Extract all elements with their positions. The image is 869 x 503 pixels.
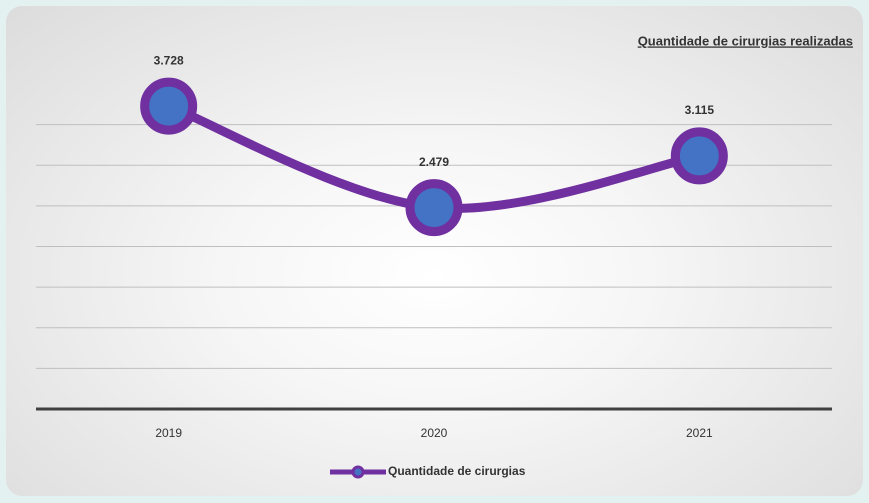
legend-marker xyxy=(351,465,365,479)
marker xyxy=(140,77,198,135)
chart-title: Quantidade de cirurgias realizadas xyxy=(638,33,853,48)
value-label: 2.479 xyxy=(419,155,449,169)
x-tick-label: 2019 xyxy=(155,426,182,440)
x-tick-label: 2021 xyxy=(686,426,713,440)
x-tick-label: 2020 xyxy=(421,426,448,440)
value-label: 3.728 xyxy=(154,53,184,67)
legend-label: Quantidade de cirurgias xyxy=(388,464,526,478)
marker xyxy=(670,127,728,185)
value-label: 3.115 xyxy=(685,103,715,117)
marker xyxy=(405,179,463,237)
